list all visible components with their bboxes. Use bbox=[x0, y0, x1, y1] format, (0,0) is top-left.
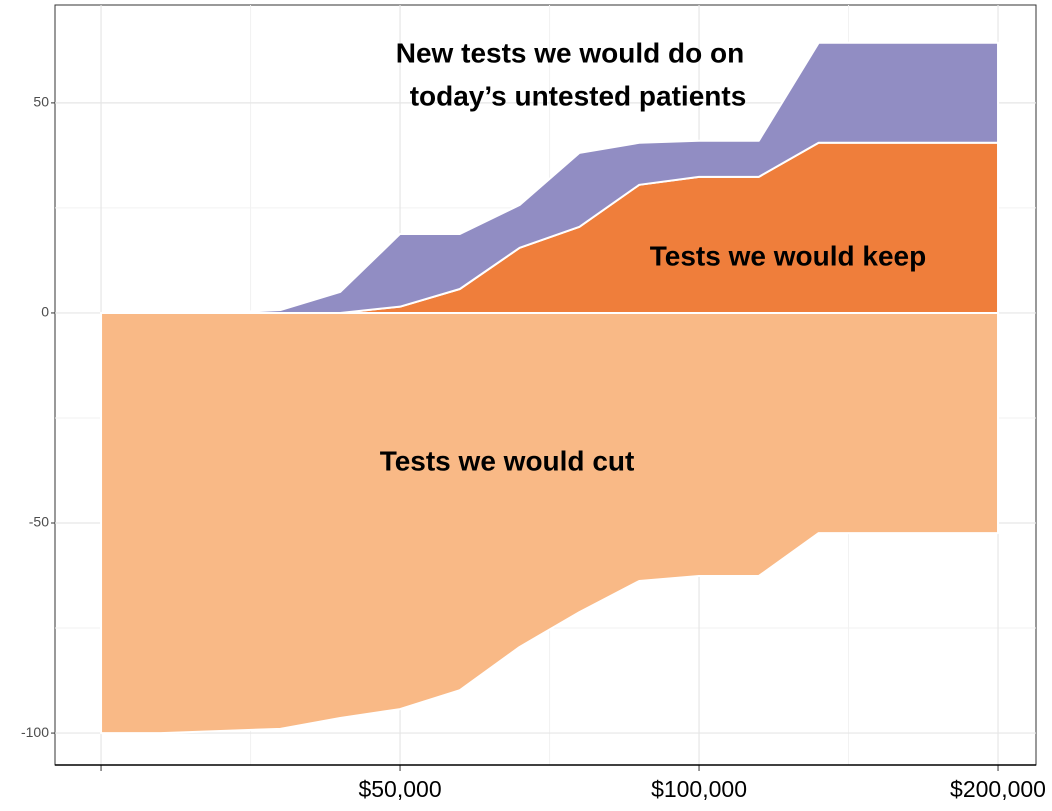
x-tick-label: $50,000 bbox=[358, 776, 441, 802]
x-tick-label: $200,000 bbox=[950, 776, 1046, 802]
annotation: Tests we would keep bbox=[650, 240, 926, 271]
annotation: Tests we would cut bbox=[380, 445, 635, 476]
y-tick-label: -100 bbox=[21, 724, 49, 740]
annotation: New tests we would do on bbox=[396, 37, 744, 68]
annotation: today’s untested patients bbox=[410, 80, 747, 111]
x-tick-label: $100,000 bbox=[651, 776, 747, 802]
area bbox=[100, 41, 1000, 314]
y-tick-label: 50 bbox=[33, 94, 49, 110]
y-tick-label: 0 bbox=[41, 304, 49, 320]
y-tick-label: -50 bbox=[29, 514, 49, 530]
